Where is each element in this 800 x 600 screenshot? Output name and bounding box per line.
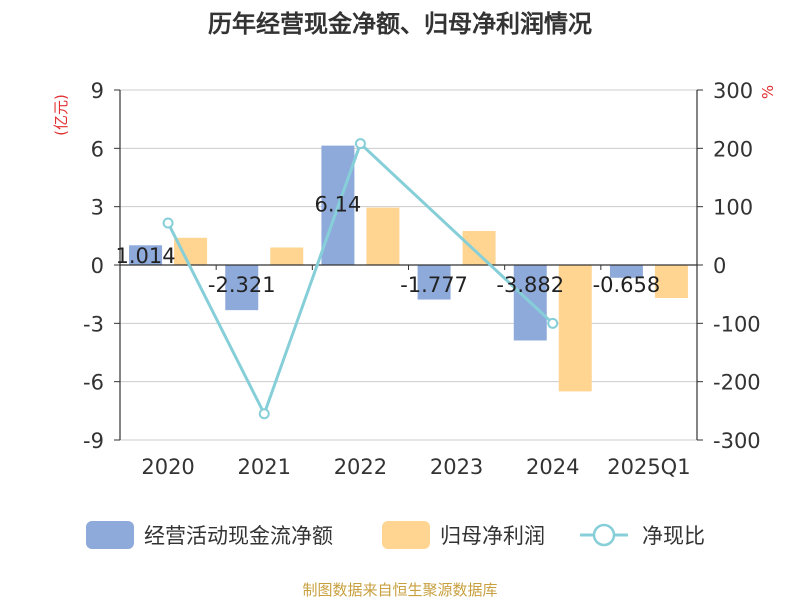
x-tick-label: 2023 [430,455,483,479]
bar-operating-cash-flow [129,245,163,265]
y-left-tick-label: -9 [83,429,104,453]
ratio-line [162,138,559,420]
legend-item[interactable]: 归母净利润 [382,521,545,549]
bar-net-profit [462,230,496,265]
x-tick-label: 2024 [526,455,579,479]
bar-operating-cash-flow [225,265,259,311]
ratio-line-path [166,141,554,418]
legend-swatch-net-profit [382,521,430,549]
y-right-tick-label: -100 [713,312,761,336]
data-label: -1.777 [400,273,468,297]
x-tick-label: 2021 [238,455,291,479]
y-right-tick-label: -200 [713,371,761,395]
y-left-tick-label: 6 [91,137,104,161]
y-left-tick-label: -3 [83,312,104,336]
data-label: 6.14 [315,193,362,217]
data-label: -3.882 [496,273,564,297]
bar-operating-cash-flow [417,265,451,300]
y-right-tick-label: 200 [713,137,753,161]
x-tick-label: 2020 [141,455,194,479]
x-tick-label: 2025Q1 [607,455,690,479]
x-tick-label: 2022 [334,455,387,479]
y-left-tick-label: 3 [91,196,104,220]
ratio-point [547,317,559,329]
legend-marker-icon [592,523,616,547]
legend-label: 归母净利润 [440,524,545,548]
legend-item[interactable]: 经营活动现金流净额 [86,521,333,549]
bars [129,145,688,392]
bar-net-profit [558,265,592,392]
ratio-point [258,408,270,420]
y-left-tick-label: 0 [91,254,104,278]
y-right-tick-label: 100 [713,196,753,220]
y-right-tick-label: 300 [713,79,753,103]
y-left-tick-label: 9 [91,79,104,103]
legend-label: 净现比 [642,524,705,548]
ratio-point [162,217,174,229]
y-right-unit: % [759,85,777,99]
legend-item[interactable]: 净现比 [580,523,705,548]
ratio-point [354,138,366,150]
axes: 9 6 3 0 -3 -6 -9 300 200 100 0 -100 -200 -300 2020 2021… [83,79,761,479]
bar-net-profit [366,207,400,265]
data-label: -2.321 [208,273,276,297]
legend-label: 经营活动现金流净额 [144,524,333,548]
data-label: 1.014 [116,244,176,268]
bar-net-profit [270,247,304,265]
y-right-tick-label: 0 [713,254,726,278]
legend-swatch-operating-cash-flow [86,521,134,549]
source-note: 制图数据来自恒生聚源数据库 [302,581,497,599]
y-left-tick-label: -6 [83,371,104,395]
bar-operating-cash-flow [609,265,643,278]
bar-net-profit [654,265,688,299]
data-label: -0.658 [593,273,661,297]
bar-net-profit [174,237,208,265]
data-labels: 1.014 -2.321 6.14 -1.777 -3.882 -0.658 [116,193,661,297]
y-right-tick-label: -300 [713,429,761,453]
legend[interactable]: 经营活动现金流净额 归母净利润 净现比 [86,521,705,549]
chart-title: 历年经营现金净额、归母净利润情况 [208,10,592,38]
y-left-unit: (亿元) [52,94,70,136]
